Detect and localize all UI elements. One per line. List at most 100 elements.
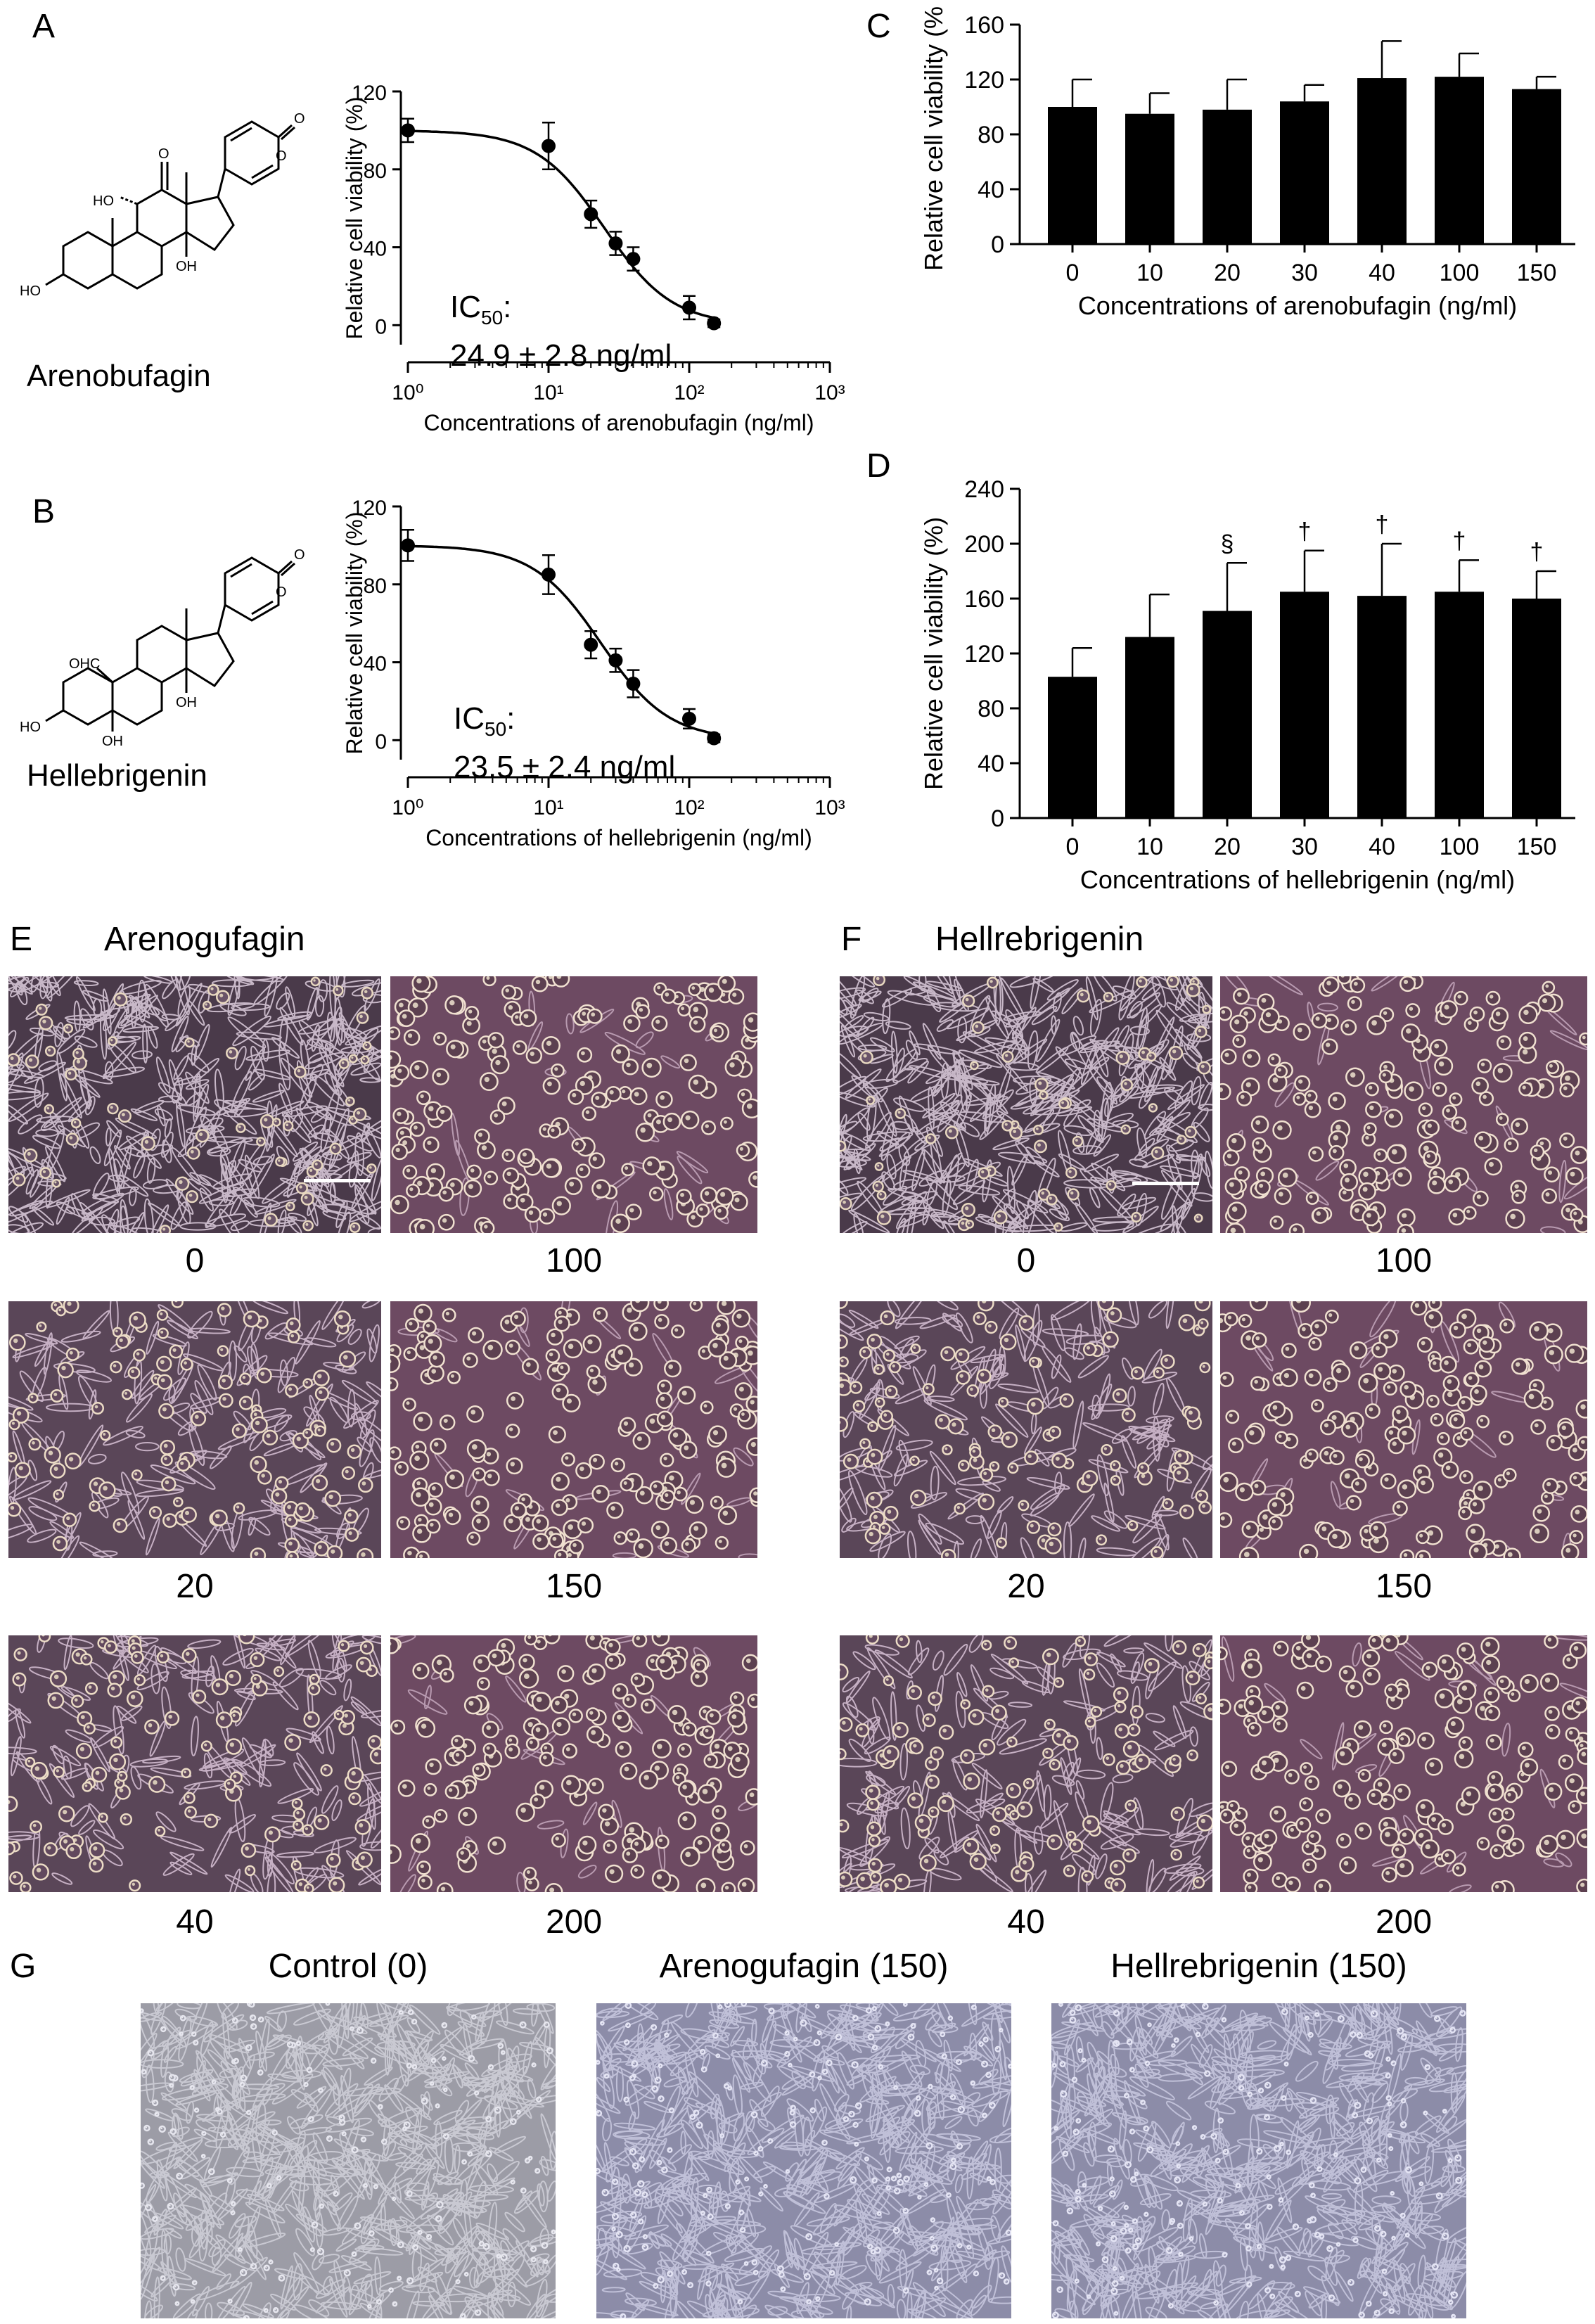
cell-highlight bbox=[1431, 1301, 1436, 1304]
cell-highlight bbox=[972, 1064, 975, 1066]
cell-spindle bbox=[358, 1417, 381, 1449]
cell-round bbox=[1358, 1182, 1376, 1201]
cell-round bbox=[217, 1345, 229, 1357]
cell-round bbox=[1229, 1014, 1248, 1034]
cell-spindle bbox=[918, 1519, 942, 1555]
cell-highlight bbox=[544, 1746, 548, 1750]
cell-highlight bbox=[185, 1510, 190, 1515]
cell-round bbox=[960, 1699, 971, 1710]
cell-round bbox=[539, 1751, 554, 1767]
cell-spindle bbox=[321, 1494, 363, 1505]
cell-highlight bbox=[232, 1713, 236, 1717]
cell-highlight bbox=[1247, 1054, 1253, 1059]
cell-highlight bbox=[1038, 1081, 1042, 1085]
cell-spindle bbox=[11, 1480, 52, 1501]
cell-highlight bbox=[1192, 980, 1195, 983]
cell-round bbox=[969, 1853, 987, 1870]
cell-spindle bbox=[840, 1177, 849, 1195]
cell-highlight bbox=[1208, 1654, 1210, 1657]
cell-highlight bbox=[1237, 992, 1242, 997]
micrograph-f-100 bbox=[1220, 976, 1587, 1233]
cell-round bbox=[624, 1358, 643, 1377]
cell-round bbox=[1350, 978, 1366, 993]
cell-round bbox=[83, 1722, 96, 1735]
cell-highlight bbox=[886, 1749, 892, 1754]
cell-spindle bbox=[1042, 1328, 1089, 1337]
cell-round bbox=[1505, 1208, 1525, 1229]
cell-round bbox=[1220, 1471, 1238, 1493]
cell-highlight bbox=[160, 1312, 163, 1315]
cell-round bbox=[1221, 1761, 1238, 1777]
cell-spindle bbox=[952, 1050, 973, 1090]
cell-highlight bbox=[589, 1711, 594, 1715]
cell-spindle bbox=[505, 1675, 527, 1703]
cell-round bbox=[866, 1334, 883, 1349]
cell-spindle bbox=[188, 1327, 231, 1334]
cell-round bbox=[1564, 1343, 1584, 1363]
cell-highlight bbox=[1383, 1011, 1388, 1015]
cell-spindle bbox=[341, 979, 375, 988]
cell-spindle bbox=[84, 1096, 96, 1116]
cell-highlight bbox=[714, 1743, 720, 1749]
cell-spindle bbox=[880, 1122, 895, 1161]
cell-round bbox=[1532, 1505, 1551, 1522]
cell-highlight bbox=[117, 1780, 120, 1784]
cell-round bbox=[490, 1055, 510, 1075]
cell-spindle bbox=[1192, 1192, 1212, 1202]
cell-spindle bbox=[842, 1677, 860, 1693]
cell-round bbox=[117, 1770, 128, 1782]
cell-round bbox=[1238, 1314, 1253, 1328]
cell-spindle bbox=[186, 1092, 203, 1106]
panel-label-g: G bbox=[10, 1948, 37, 1985]
cell-round bbox=[1366, 1015, 1387, 1035]
cell-highlight bbox=[1087, 1656, 1091, 1660]
cell-round bbox=[12, 1173, 26, 1187]
bar bbox=[1048, 677, 1097, 818]
cell-round bbox=[1484, 1157, 1503, 1176]
cell-spindle bbox=[249, 1154, 275, 1196]
cell-spindle bbox=[916, 1109, 960, 1135]
cell-highlight bbox=[1116, 1392, 1120, 1396]
micrograph-texture bbox=[390, 1301, 757, 1558]
cell-spindle bbox=[942, 1179, 952, 1217]
ic50-a: IC50: 24.9 ± 2.8 ng/ml bbox=[450, 288, 672, 375]
cell-spindle bbox=[582, 1801, 598, 1825]
cell-spindle bbox=[173, 1055, 189, 1080]
cell-highlight bbox=[1127, 1803, 1132, 1806]
structure-label-oh-14: OH bbox=[176, 259, 197, 274]
cell-highlight bbox=[1272, 1077, 1279, 1083]
cell-round bbox=[677, 1743, 692, 1758]
cell-highlight bbox=[1041, 1093, 1044, 1096]
cell-spindle bbox=[15, 981, 28, 1006]
cell-round bbox=[271, 1117, 281, 1127]
cell-highlight bbox=[647, 1161, 653, 1167]
cell-highlight bbox=[1565, 1207, 1570, 1213]
cell-spindle bbox=[38, 1060, 58, 1072]
cell-highlight bbox=[682, 1816, 688, 1822]
cell-highlight bbox=[1470, 1528, 1476, 1534]
y-tick-label: 80 bbox=[364, 575, 387, 598]
cell-spindle bbox=[148, 1204, 169, 1233]
cell-round bbox=[23, 1148, 38, 1163]
cell-round bbox=[1178, 1314, 1196, 1332]
y-tick-label: 0 bbox=[375, 730, 387, 753]
cell-highlight bbox=[76, 1059, 81, 1064]
cell-highlight bbox=[492, 1036, 497, 1041]
cell-highlight bbox=[966, 1842, 972, 1847]
cell-spindle bbox=[100, 1010, 108, 1060]
cell-round bbox=[992, 1807, 1007, 1822]
cell-round bbox=[1559, 1132, 1575, 1149]
cell-spindle bbox=[278, 1041, 291, 1091]
cell-round bbox=[630, 1864, 645, 1879]
cell-highlight bbox=[1004, 1337, 1009, 1343]
cell-spindle bbox=[1033, 1825, 1044, 1855]
cell-round bbox=[286, 1551, 299, 1558]
cell-highlight bbox=[1467, 1343, 1472, 1348]
cell-highlight bbox=[1419, 1533, 1423, 1538]
cell-highlight bbox=[1523, 1036, 1528, 1041]
cell-highlight bbox=[113, 1364, 117, 1367]
cell-spindle bbox=[1102, 1173, 1139, 1186]
cell-spindle bbox=[331, 1799, 342, 1821]
cell-highlight bbox=[1515, 1193, 1519, 1197]
